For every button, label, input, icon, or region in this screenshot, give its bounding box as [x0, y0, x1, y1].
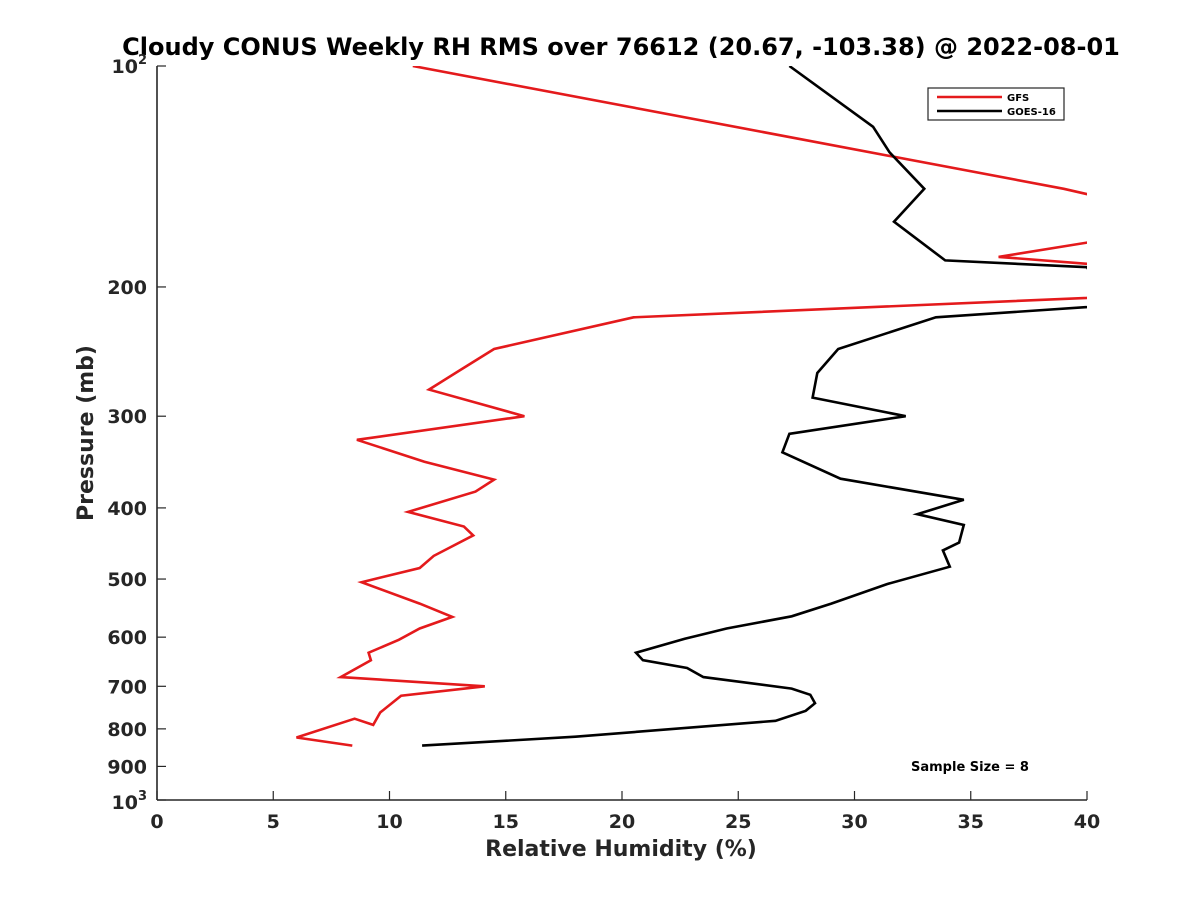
series-line-gfs: [296, 66, 1087, 747]
y-tick-label: 500: [107, 569, 147, 591]
y-tick-label-bottom: 103: [112, 789, 148, 814]
y-tick-label: 900: [107, 756, 147, 778]
y-tick-label: 400: [107, 498, 147, 520]
series-layer: [296, 66, 1087, 747]
x-tick-label: 25: [725, 811, 751, 833]
x-tick-label: 30: [841, 811, 867, 833]
legend-box: [927, 87, 1065, 121]
legend: GFS GOES-16: [927, 87, 1065, 121]
y-tick-label: 600: [107, 627, 147, 649]
chart-title: Cloudy CONUS Weekly RH RMS over 76612 (2…: [122, 33, 1120, 61]
y-ticks: 200 300 400 500 600 700 800 900: [107, 65, 166, 801]
legend-label-goes-16: GOES-16: [1007, 107, 1056, 118]
x-tick-label: 0: [150, 811, 163, 833]
x-ticks: 0 5 10 15 20 25 30 35 40: [150, 791, 1100, 833]
x-tick-label: 10: [376, 811, 402, 833]
x-tick-label: 5: [267, 811, 280, 833]
y-axis-label: Pressure (mb): [74, 345, 99, 521]
axes: [156, 66, 1087, 801]
y-tick-label: 700: [107, 676, 147, 698]
x-tick-label: 35: [958, 811, 984, 833]
legend-label-gfs: GFS: [1007, 93, 1029, 104]
y-tick-label: 200: [107, 277, 147, 299]
sample-size-annotation: Sample Size = 8: [911, 760, 1029, 775]
x-axis-label: Relative Humidity (%): [485, 837, 757, 862]
y-tick-label: 300: [107, 406, 147, 428]
x-tick-label: 40: [1074, 811, 1100, 833]
x-tick-label: 15: [493, 811, 519, 833]
series-line-goes-16: [422, 66, 1087, 747]
y-tick-label: 800: [107, 719, 147, 741]
y-tick-label-top: 102: [112, 53, 148, 78]
x-tick-label: 20: [609, 811, 635, 833]
